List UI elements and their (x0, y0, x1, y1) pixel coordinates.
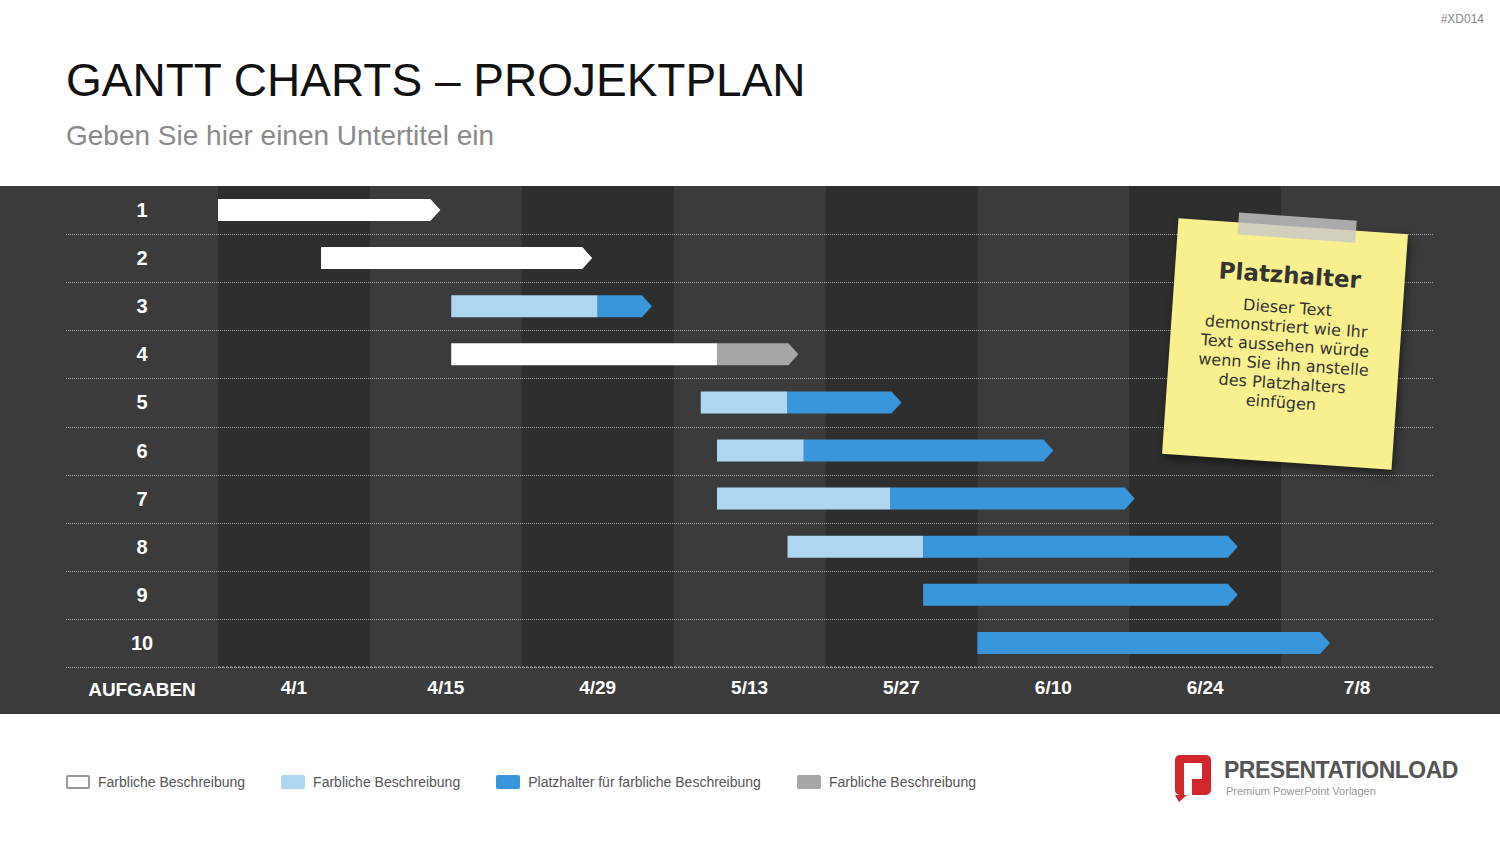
svg-text:6: 6 (136, 440, 147, 462)
html-text:demonstriert wie Ihr: demonstriert wie Ihr (1204, 311, 1369, 342)
svg-text:8: 8 (136, 536, 147, 558)
svg-text:5/27: 5/27 (883, 677, 920, 698)
svg-text:7: 7 (136, 488, 147, 510)
html-text:Platzhalter: Platzhalter (1217, 257, 1362, 294)
svg-text:5: 5 (136, 391, 147, 413)
svg-text:4/29: 4/29 (579, 677, 616, 698)
html-text:Farbliche Beschreibung: Farbliche Beschreibung (98, 774, 246, 790)
html-text:PRESENTATIONLOAD: PRESENTATIONLOAD (1224, 757, 1458, 783)
html-text:Farbliche Beschreibung: Farbliche Beschreibung (313, 774, 461, 790)
svg-text:6/24: 6/24 (1187, 677, 1224, 698)
html-text:AUFGABEN: AUFGABEN (88, 679, 196, 700)
html-text:#XD014: #XD014 (1440, 12, 1484, 26)
svg-text:1: 1 (136, 199, 147, 221)
html-text:des Platzhalters: des Platzhalters (1218, 369, 1347, 398)
svg-text:6/10: 6/10 (1035, 677, 1072, 698)
svg-text:4: 4 (136, 343, 148, 365)
html-text:Premium PowerPoint Vorlagen: Premium PowerPoint Vorlagen (1226, 785, 1376, 797)
html-text:Text aussehen würde: Text aussehen würde (1200, 330, 1370, 361)
html-text:Farbliche Beschreibung: Farbliche Beschreibung (828, 774, 976, 790)
html-text:GANTT CHARTS – PROJEKTPLAN: GANTT CHARTS – PROJEKTPLAN (66, 54, 806, 106)
html-text:Geben Sie hier einen Untertite: Geben Sie hier einen Untertitel ein (66, 120, 494, 151)
html-text:einfügen: einfügen (1245, 390, 1317, 415)
html-text:Dieser Text: Dieser Text (1242, 295, 1333, 321)
svg-text:4/1: 4/1 (281, 677, 308, 698)
html-text:wenn Sie ihn anstelle: wenn Sie ihn anstelle (1197, 349, 1370, 380)
svg-text:7/8: 7/8 (1344, 677, 1370, 698)
svg-text:10: 10 (131, 632, 153, 654)
svg-text:4/15: 4/15 (427, 677, 464, 698)
svg-text:3: 3 (136, 295, 147, 317)
svg-text:9: 9 (136, 584, 147, 606)
svg-text:5/13: 5/13 (731, 677, 768, 698)
html-text:Platzhalter für farbliche Besc: Platzhalter für farbliche Beschreibung (528, 774, 761, 790)
svg-text:2: 2 (136, 247, 147, 269)
